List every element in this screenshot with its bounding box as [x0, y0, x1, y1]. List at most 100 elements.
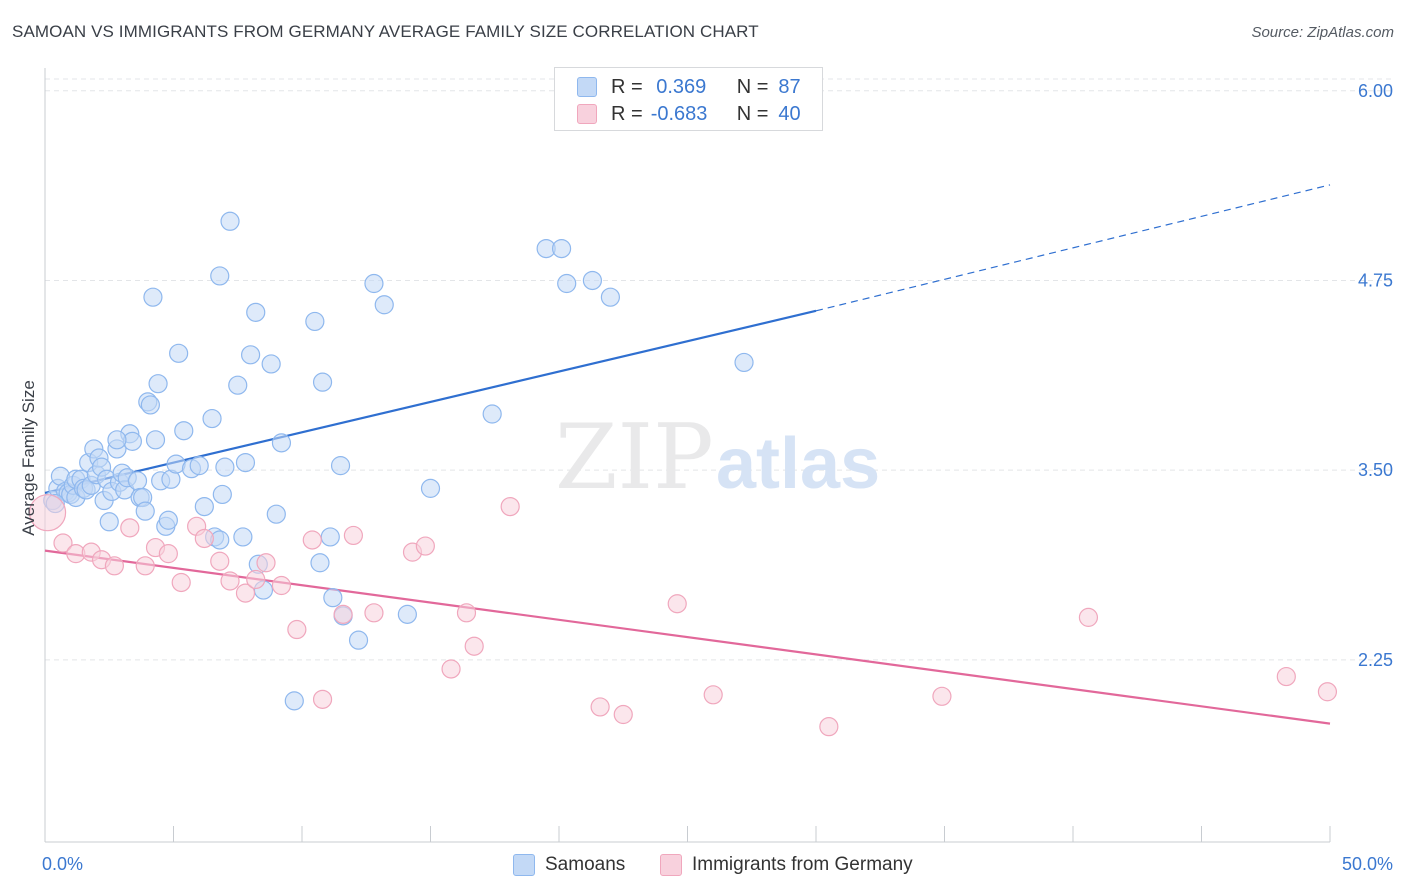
- y-tick-label: 2.25: [1358, 650, 1393, 670]
- samoan-point: [135, 501, 155, 521]
- legend-n-value: 87: [778, 75, 801, 98]
- germany-point: [256, 553, 276, 573]
- samoan-point: [266, 504, 286, 524]
- germany-point: [333, 604, 353, 624]
- germany-point: [932, 686, 952, 706]
- samoan-point: [305, 311, 325, 332]
- legend-r-value: 0.369: [650, 75, 707, 98]
- samoan-point: [600, 287, 621, 307]
- samoan-point: [148, 374, 168, 394]
- germany-point: [343, 525, 363, 546]
- samoan-point: [364, 273, 384, 294]
- samoan-point: [233, 527, 253, 547]
- samoan-point: [261, 354, 281, 374]
- watermark: ZIP atlas: [555, 405, 880, 510]
- germany-point: [415, 536, 435, 556]
- legend-n-label: N =: [736, 102, 769, 125]
- germany-point: [171, 572, 191, 593]
- samoan-point: [374, 295, 394, 315]
- samoan-point: [107, 430, 127, 450]
- germany-point: [667, 594, 687, 614]
- bottom-legend-label-germany: Immigrants from Germany: [692, 854, 913, 875]
- samoan-point: [215, 457, 235, 477]
- samoan-point: [220, 211, 240, 231]
- germany-point: [1078, 607, 1099, 627]
- legend-row-germany: R = -0.683 N = 40: [577, 101, 801, 127]
- bottom-legend-germany: Immigrants from Germany: [660, 852, 913, 878]
- watermark-atlas: atlas: [716, 424, 880, 504]
- germany-point: [287, 619, 307, 640]
- samoan-point: [169, 343, 189, 363]
- bottom-legend-swatch-samoans: [513, 854, 535, 876]
- germany-point: [220, 571, 240, 591]
- legend-n-label: N =: [736, 75, 769, 98]
- samoan-point: [189, 456, 209, 476]
- legend-r-value: -0.683: [650, 102, 708, 125]
- samoan-point: [241, 345, 261, 365]
- samoan-point: [420, 478, 441, 498]
- axes: [44, 68, 1331, 843]
- x-tick-label: 50.0%: [1342, 854, 1393, 874]
- germany-point: [135, 556, 155, 576]
- germany-point: [312, 689, 333, 709]
- samoan-point: [557, 273, 577, 294]
- samoan-point: [194, 497, 214, 517]
- samoan-point: [140, 395, 160, 415]
- legend-r-label: R =: [611, 102, 643, 125]
- germany-point: [120, 518, 140, 538]
- germany-point: [1276, 666, 1296, 687]
- samoan-point: [482, 404, 502, 424]
- germany-point: [364, 603, 384, 623]
- y-tick-label: 4.75: [1358, 270, 1393, 290]
- y-tick-labels: 2.25 3.50 4.75 6.00: [1358, 81, 1393, 670]
- samoan-point: [99, 512, 119, 532]
- samoan-point: [212, 484, 232, 505]
- samoan-point: [228, 375, 248, 395]
- y-tick-label: 6.00: [1358, 81, 1393, 101]
- bottom-legend-label-samoans: Samoans: [545, 854, 626, 875]
- correlation-legend: R = 0.369 N = 87 R = -0.683 N = 40: [554, 67, 823, 131]
- germany-point: [194, 528, 214, 549]
- samoan-point: [320, 527, 340, 547]
- legend-row-samoans: R = 0.369 N = 87: [577, 74, 801, 100]
- watermark-zip: ZIP: [555, 405, 714, 510]
- y-axis-label: Average Family Size: [19, 380, 38, 536]
- samoan-point: [284, 691, 304, 711]
- x-tick-label: 0.0%: [42, 854, 83, 874]
- germany-point: [819, 717, 839, 737]
- chart-title: SAMOAN VS IMMIGRANTS FROM GERMANY AVERAG…: [12, 22, 759, 41]
- samoan-point: [174, 421, 194, 441]
- germany-point: [302, 530, 322, 550]
- legend-r-label: R =: [611, 75, 643, 98]
- samoan-point: [312, 372, 333, 392]
- samoan-point: [734, 352, 754, 373]
- germany-point: [246, 569, 266, 590]
- legend-swatch-germany: [577, 104, 597, 124]
- germany-point: [235, 583, 256, 603]
- legend-n-value: 40: [778, 102, 801, 125]
- samoan-point: [235, 452, 256, 473]
- grid-lines: [45, 78, 1392, 661]
- samoan-point: [582, 270, 603, 291]
- germany-point: [441, 659, 461, 679]
- samoan-point: [323, 588, 343, 608]
- samoan-point: [143, 287, 163, 307]
- germany-point: [456, 603, 477, 623]
- samoan-point: [551, 239, 572, 259]
- samoan-point: [246, 302, 266, 322]
- samoan-point: [330, 456, 351, 476]
- samoan-point: [158, 510, 178, 530]
- samoan-point: [348, 630, 369, 650]
- bottom-legend-swatch-germany: [660, 854, 682, 876]
- y-tick-label: 3.50: [1358, 460, 1393, 480]
- germany-point: [464, 636, 484, 656]
- germany-point: [1317, 682, 1338, 702]
- samoan-point: [310, 553, 330, 573]
- germany-point: [500, 497, 520, 517]
- data-points: [28, 211, 1338, 737]
- samoan-point: [127, 471, 148, 491]
- bottom-legend-samoans: Samoans: [513, 852, 625, 878]
- samoan-point: [271, 433, 292, 453]
- samoan-point: [210, 266, 230, 286]
